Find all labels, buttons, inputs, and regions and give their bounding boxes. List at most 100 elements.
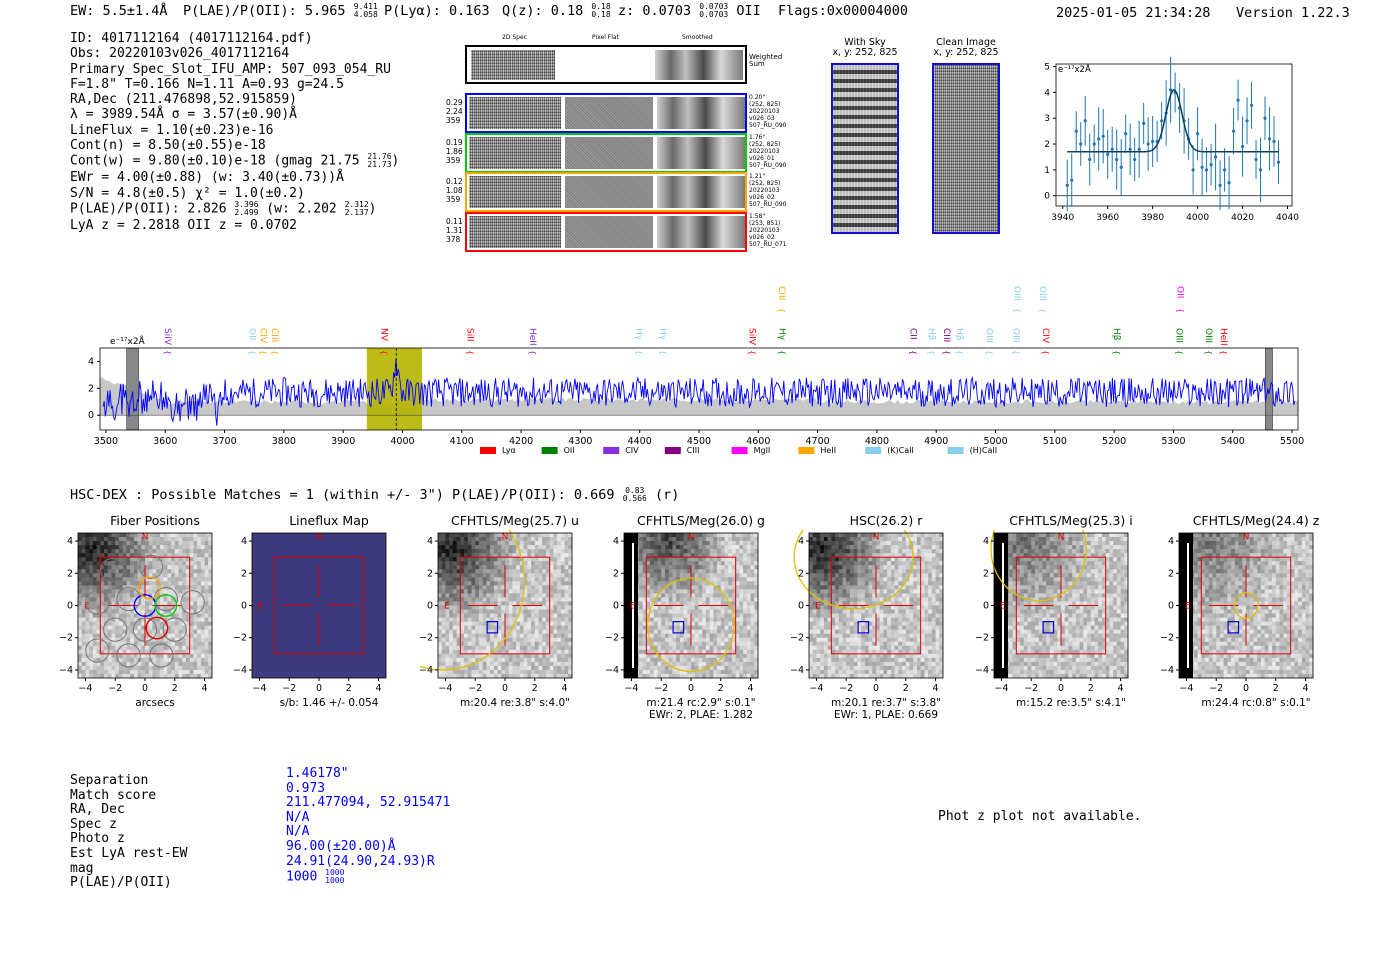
cutout-pixel <box>553 533 558 538</box>
cutout-pixel <box>148 605 153 610</box>
cutout-pixel <box>519 645 525 651</box>
cutout-pixel <box>676 625 681 631</box>
cutout-pixel <box>475 553 480 558</box>
cutout-pixel <box>713 557 718 562</box>
cutout-pixel <box>713 605 718 610</box>
cutout-pixel <box>156 621 161 627</box>
cutout-pixel <box>557 573 562 578</box>
cutout-pixel <box>460 569 465 574</box>
cutout-pixel <box>838 581 843 586</box>
cutout-pixel <box>145 625 150 631</box>
cutout-pixel <box>661 553 666 558</box>
cutout-pixel <box>920 581 925 586</box>
cutout-pixel <box>720 609 725 614</box>
cutout-pixel <box>672 557 677 562</box>
cutout-pixel <box>81 625 86 631</box>
cutout-pixel <box>523 545 528 550</box>
cutout-pixel <box>664 533 670 538</box>
cutout-pixel <box>152 605 157 610</box>
cutout-pixel <box>664 665 670 671</box>
cutout-pixel <box>133 561 138 566</box>
cutout-pixel <box>887 557 892 562</box>
cutout-pixel <box>691 545 696 550</box>
cutout-pixel <box>842 585 847 590</box>
spectrum-line-label: OIII <box>1037 286 1047 301</box>
cutout-pixel <box>89 537 94 542</box>
cutout-pixel <box>746 645 751 651</box>
cutout-pixel <box>657 621 662 627</box>
cutout-pixel <box>664 605 670 610</box>
cutout-pixel <box>698 657 703 663</box>
cutout-pixel <box>505 657 510 663</box>
cutout-pixel <box>916 581 922 586</box>
cutout-pixel <box>724 617 729 623</box>
cutout-pixel <box>208 621 213 627</box>
cutout-pixel <box>887 573 892 578</box>
cutout-pixel <box>835 569 840 574</box>
cutout-pixel <box>668 573 673 578</box>
cutout-pixel <box>868 585 873 590</box>
cutout-pixel <box>679 597 684 602</box>
cutout-pixel <box>709 669 714 675</box>
cutout-pixel <box>122 597 127 602</box>
cutout-pixel <box>96 661 101 667</box>
cutout-pixel <box>171 533 176 538</box>
cutout-pixel <box>467 585 472 590</box>
cutout-pixel <box>754 669 759 675</box>
cutout-pixel <box>898 581 903 586</box>
cutout-pixel <box>471 589 476 594</box>
cutout-pixel <box>438 669 443 675</box>
cutout-pixel <box>750 533 755 538</box>
cutout-pixel <box>683 549 688 554</box>
cutout-pixel <box>883 573 888 578</box>
cutout-pixel <box>527 585 532 590</box>
cutout-pixel <box>642 625 647 631</box>
cutout-pixel <box>438 589 443 594</box>
cutout-pixel <box>687 541 692 546</box>
spectrum-line-marker: OII{ <box>1175 286 1185 313</box>
legend-swatch <box>541 447 558 454</box>
cutout-pixel <box>642 545 647 550</box>
cutout-pixel <box>100 629 105 635</box>
cutout-pixel <box>568 641 573 647</box>
cutout-pixel <box>724 577 729 582</box>
cutout-pixel <box>691 637 696 643</box>
cutout-pixel <box>204 597 209 602</box>
cutout-pixel <box>720 577 725 582</box>
cutout-pixel <box>750 593 755 598</box>
cutout-pixel <box>104 645 109 651</box>
cutout-pixel <box>159 617 165 623</box>
cutout-pixel <box>754 601 759 606</box>
cutout-pixel <box>78 581 83 586</box>
cutout-pixel <box>464 669 469 675</box>
cutout-pixel <box>876 593 881 598</box>
cutout-pixel <box>159 577 165 582</box>
cutout-pixel <box>661 581 666 586</box>
cutout-pixel <box>672 613 677 618</box>
cutout-pixel <box>464 673 469 679</box>
cutout-pixel <box>545 581 551 586</box>
cutout-pixel <box>545 609 551 614</box>
cutout-pixel <box>939 577 944 582</box>
cutout-pixel <box>497 605 502 610</box>
cutout-pixel <box>130 625 135 631</box>
cutout-pixel <box>130 593 135 598</box>
cutout-pixel <box>549 665 554 671</box>
cutout-pixel <box>691 653 696 659</box>
cutout-pixel <box>182 557 187 562</box>
cutout-pixel <box>456 645 461 651</box>
cutout-pixel <box>107 533 112 538</box>
cutout-pixel <box>475 625 480 631</box>
cutout-pixel <box>156 633 161 639</box>
cutout-pixel <box>163 565 168 570</box>
cutout-pixel <box>553 581 558 586</box>
cutout-pixel <box>672 549 677 554</box>
cutout-pixel <box>85 573 90 578</box>
spectrum-xtick-label: 4100 <box>450 436 474 447</box>
cutout-pixel <box>646 549 651 554</box>
cutout-pixel <box>107 665 112 671</box>
cutout-pixel <box>141 605 146 610</box>
cutout-pixel <box>902 545 907 550</box>
cutout-pixel <box>486 593 491 598</box>
cutout-pixel <box>111 645 116 651</box>
